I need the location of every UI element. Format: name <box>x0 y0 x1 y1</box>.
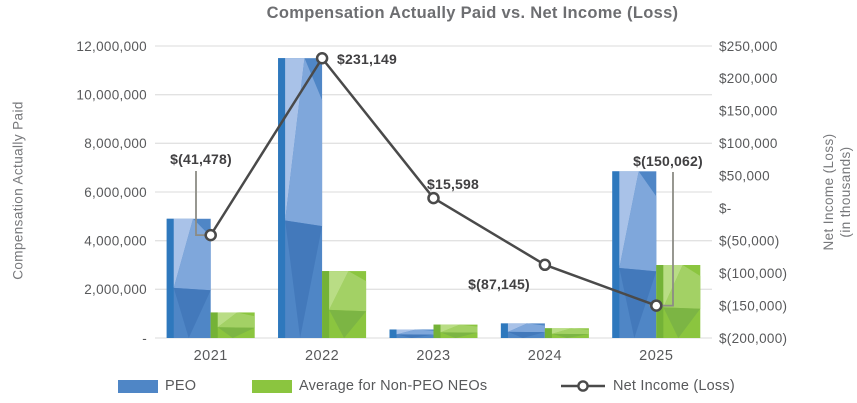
net-income-marker-2023 <box>427 191 440 205</box>
x-axis-year-label: 2024 <box>528 348 562 364</box>
chart-title: Compensation Actually Paid vs. Net Incom… <box>266 4 679 22</box>
legend-item-net-income: Net Income (Loss) <box>560 378 735 394</box>
right-axis-tick-label: $(100,000) <box>719 266 787 281</box>
right-axis-tick-label: $(150,000) <box>719 298 787 313</box>
x-axis-year-label: 2023 <box>416 348 450 364</box>
right-axis-tick-label: $(200,000) <box>719 331 787 346</box>
bar-peo-2024 <box>500 323 545 338</box>
net-income-marker-2021 <box>204 228 217 242</box>
right-axis-tick-label: $100,000 <box>719 136 778 151</box>
left-axis-tick-label: 8,000,000 <box>84 136 147 151</box>
bar-neo-2021 <box>210 312 255 338</box>
bar-peo-2021 <box>166 218 211 338</box>
right-axis-tick-label: $50,000 <box>719 169 770 184</box>
net-income-data-label: $15,598 <box>427 176 479 192</box>
legend-item-non-peo-neos: Average for Non-PEO NEOs <box>252 378 487 394</box>
peo-swatch-icon <box>118 379 158 393</box>
net-income-data-label: $(87,145) <box>468 276 530 292</box>
legend: PEO Average for Non-PEO NEOs Net Income … <box>0 378 857 402</box>
bar-neo-2022 <box>322 271 367 338</box>
non-peo-neos-swatch-icon <box>252 379 292 393</box>
right-axis-tick-label: $(50,000) <box>719 233 780 248</box>
right-axis-tick-label: $250,000 <box>719 39 778 54</box>
bar-neo-2023 <box>433 324 478 338</box>
net-income-marker-2022 <box>315 51 329 65</box>
right-axis-tick-label: $200,000 <box>719 71 778 86</box>
left-axis-tick-label: 12,000,000 <box>76 39 147 54</box>
net-income-data-label: $(150,062) <box>633 153 703 169</box>
right-axis-tick-label: $- <box>719 201 732 216</box>
bar-neo-2024 <box>544 328 589 338</box>
legend-label-non-peo-neos: Average for Non-PEO NEOs <box>299 378 488 394</box>
left-axis-tick-label: 10,000,000 <box>76 87 147 102</box>
net-income-data-label: $231,149 <box>337 51 397 67</box>
net-income-marker-2025 <box>650 299 663 312</box>
bar-peo-2025 <box>612 171 657 338</box>
net-income-data-label: $(41,478) <box>170 151 232 167</box>
legend-label-peo: PEO <box>165 378 197 394</box>
net-income-marker-2024 <box>538 258 552 272</box>
right-axis-tick-label: $150,000 <box>719 104 778 119</box>
line-marker-icon <box>561 380 605 392</box>
left-axis-tick-label: 4,000,000 <box>84 233 147 248</box>
x-axis-year-label: 2022 <box>305 348 339 364</box>
left-axis-tick-label: 6,000,000 <box>84 185 147 200</box>
bar-neo-2025 <box>656 265 701 338</box>
legend-item-peo: PEO <box>118 378 196 394</box>
x-axis-year-label: 2025 <box>639 348 673 364</box>
left-axis-tick-label: - <box>142 331 147 346</box>
x-axis-year-label: 2021 <box>194 348 228 364</box>
left-axis-tick-label: 2,000,000 <box>84 282 147 297</box>
legend-label-net-income: Net Income (Loss) <box>613 378 735 394</box>
bar-peo-2022 <box>278 58 323 339</box>
bar-peo-2023 <box>389 329 434 338</box>
